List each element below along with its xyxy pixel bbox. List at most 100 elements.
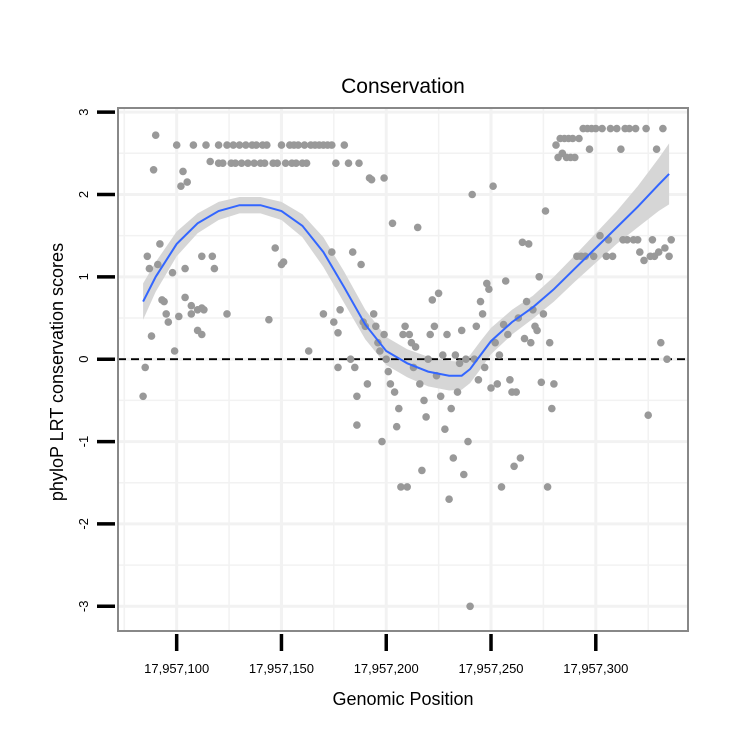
x-tick-label: 17,957,200 xyxy=(354,661,419,676)
data-point xyxy=(537,378,546,387)
data-point xyxy=(181,293,189,302)
chart-title: Conservation xyxy=(341,75,465,98)
data-point xyxy=(455,359,464,368)
x-tick-label: 17,957,150 xyxy=(249,661,314,676)
data-point xyxy=(363,380,372,388)
data-point xyxy=(613,124,621,133)
data-point xyxy=(466,602,474,611)
data-point xyxy=(543,483,552,491)
data-point xyxy=(395,404,403,413)
x-tick-label: 17,957,100 xyxy=(144,661,209,676)
data-point xyxy=(334,363,342,372)
data-point xyxy=(648,236,657,244)
data-point xyxy=(443,330,451,339)
data-point xyxy=(512,388,520,396)
data-point xyxy=(401,322,409,331)
data-point xyxy=(516,454,525,462)
data-point xyxy=(357,260,365,269)
data-point xyxy=(596,231,604,240)
data-point xyxy=(631,124,640,133)
data-point xyxy=(300,141,309,149)
data-point xyxy=(198,330,206,339)
data-point xyxy=(495,351,504,359)
data-point xyxy=(480,363,489,372)
data-point xyxy=(231,159,240,167)
data-point xyxy=(380,330,388,339)
data-point xyxy=(665,252,673,261)
data-point xyxy=(608,252,617,261)
data-point xyxy=(506,376,514,384)
data-point xyxy=(462,355,470,364)
data-point xyxy=(177,182,185,190)
y-axis-label: phyloP LRT conservation scores xyxy=(47,243,67,501)
data-point xyxy=(499,320,508,329)
data-point xyxy=(372,322,380,331)
data-point xyxy=(175,312,183,321)
data-point xyxy=(168,268,177,277)
data-point xyxy=(497,483,506,491)
y-tick-label: 0 xyxy=(76,356,91,363)
data-point xyxy=(445,495,453,504)
data-point xyxy=(319,310,328,318)
data-point xyxy=(189,141,198,149)
y-tick-label: -1 xyxy=(76,436,91,448)
data-point xyxy=(214,141,223,149)
data-point xyxy=(659,124,667,133)
data-point xyxy=(548,404,556,413)
data-point xyxy=(504,330,512,339)
data-point xyxy=(292,159,300,167)
data-point xyxy=(575,134,583,143)
data-point xyxy=(279,258,288,266)
data-point xyxy=(369,310,378,318)
x-axis-label: Genomic Position xyxy=(332,689,473,709)
data-point xyxy=(430,322,439,331)
data-point xyxy=(403,483,412,491)
data-point xyxy=(390,388,399,396)
data-point xyxy=(524,240,533,248)
data-point xyxy=(187,310,196,318)
data-point xyxy=(522,297,531,306)
data-point xyxy=(235,141,244,149)
data-point xyxy=(510,462,518,471)
data-point xyxy=(439,351,447,359)
smooth-trend-line xyxy=(142,173,670,377)
data-point xyxy=(154,260,162,269)
x-tick-label: 17,957,300 xyxy=(563,661,628,676)
data-point xyxy=(219,159,227,167)
data-point xyxy=(533,326,541,335)
data-point xyxy=(483,279,491,288)
data-point xyxy=(145,264,154,273)
data-point xyxy=(422,413,430,421)
data-point xyxy=(397,483,405,491)
data-point xyxy=(328,248,336,256)
data-point xyxy=(250,159,258,167)
confidence-band xyxy=(143,143,670,391)
x-tick-label: 17,957,250 xyxy=(458,661,523,676)
data-point xyxy=(654,248,663,256)
data-point xyxy=(476,297,485,306)
y-tick-label: 3 xyxy=(76,108,91,115)
data-point xyxy=(589,252,598,261)
data-point xyxy=(585,145,594,153)
data-point xyxy=(252,141,261,149)
data-point xyxy=(340,141,349,149)
data-point xyxy=(657,338,665,347)
data-point xyxy=(273,159,282,167)
data-point xyxy=(428,296,437,304)
data-point xyxy=(426,330,435,339)
data-point xyxy=(491,338,500,347)
panel-border xyxy=(117,107,689,632)
data-point xyxy=(606,124,615,133)
data-point xyxy=(344,159,353,167)
x-axis: 17,957,100 17,957,150 17,957,200 17,957,250… xyxy=(144,634,628,676)
data-point xyxy=(464,437,472,446)
data-point xyxy=(485,285,493,294)
data-point xyxy=(382,355,391,364)
data-point xyxy=(380,174,388,182)
data-point xyxy=(474,376,483,384)
data-point xyxy=(332,159,340,167)
data-point xyxy=(170,347,179,355)
data-point xyxy=(294,141,303,149)
data-point xyxy=(623,236,631,244)
